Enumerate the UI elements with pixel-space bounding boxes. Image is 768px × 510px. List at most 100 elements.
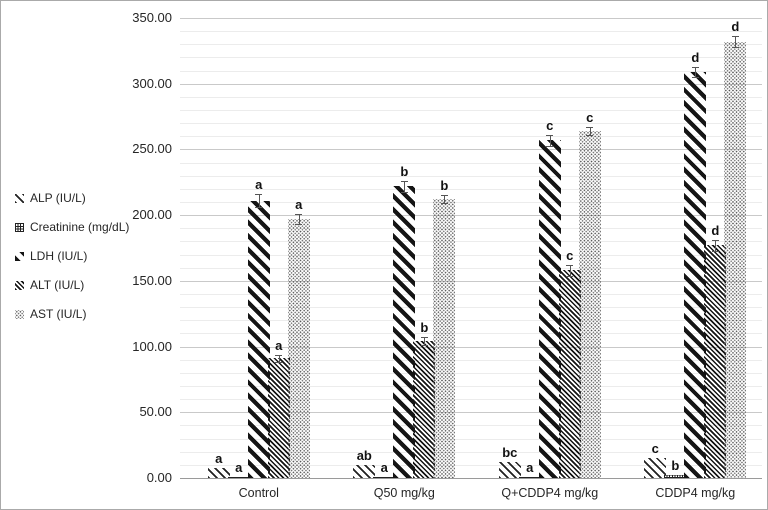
error-bar: [298, 213, 300, 225]
y-axis-tick-label: 100.00: [132, 338, 172, 354]
error-bar-cap: [566, 265, 574, 267]
legend-swatch-alt-icon: [15, 280, 24, 290]
bar-creatinine-2: [518, 476, 541, 478]
legend-item-label: Creatinine (mg/dL): [30, 220, 130, 234]
legend-item-label: ALT (IU/L): [30, 278, 85, 292]
sig-label: a: [275, 337, 283, 353]
bar-ldh-0: [247, 200, 270, 478]
error-bar-cap: [440, 203, 448, 205]
bar-alp-0: [207, 467, 230, 478]
x-axis-category-label: Control: [238, 486, 279, 500]
bar-ldh-3: [684, 71, 707, 478]
sig-label: b: [440, 178, 449, 194]
major-gridline: [180, 149, 762, 151]
y-axis-tick-label: 50.00: [139, 404, 172, 420]
sig-label: a: [526, 459, 534, 475]
sig-label: c: [651, 441, 659, 457]
error-bar: [735, 36, 737, 47]
error-bar-cap: [295, 224, 303, 226]
error-bar-cap: [275, 362, 283, 364]
minor-gridline: [180, 110, 762, 111]
minor-gridline: [180, 31, 762, 33]
legend-swatch-ldh-icon: [15, 251, 24, 261]
major-gridline: [180, 18, 762, 19]
legend-swatch-ast-icon: [15, 309, 24, 319]
sig-label: d: [711, 223, 720, 239]
minor-gridline: [180, 123, 762, 125]
sig-label: a: [235, 459, 243, 475]
legend-item-label: AST (IU/L): [30, 307, 87, 321]
sig-label: c: [546, 118, 554, 133]
error-bar-cap: [731, 36, 739, 38]
y-axis-tick-label: 0.00: [146, 470, 172, 485]
minor-gridline: [180, 70, 762, 72]
minor-gridline: [180, 96, 762, 98]
y-axis-tick-label: 250.00: [132, 141, 172, 157]
legend-swatch-creatinine-icon: [15, 222, 24, 232]
bar-ast-2: [578, 131, 601, 478]
sig-label: a: [215, 450, 223, 466]
bar-ldh-1: [393, 186, 416, 478]
minor-gridline: [180, 136, 762, 138]
legend-item-label: ALP (IU/L): [30, 191, 86, 205]
sig-label: a: [255, 177, 263, 193]
bar-alp-3: [644, 458, 667, 478]
x-axis-category-label: Q+CDDP4 mg/kg: [501, 486, 599, 500]
error-bar-cap: [400, 191, 408, 193]
bar-ast-1: [433, 199, 456, 478]
error-bar-cap: [440, 195, 448, 197]
bar-ast-0: [287, 219, 310, 478]
bar-creatinine-3: [664, 475, 687, 478]
error-bar: [715, 240, 717, 251]
sig-label: b: [671, 458, 680, 474]
bar-alp-1: [353, 464, 376, 478]
bar-alt-0: [267, 358, 290, 478]
error-bar: [258, 194, 260, 208]
bar-ldh-2: [538, 140, 561, 478]
bar-creatinine-0: [227, 476, 250, 478]
sig-label: c: [586, 110, 594, 126]
bar-alt-3: [704, 245, 727, 478]
legend-item-label: LDH (IU/L): [30, 249, 88, 263]
error-bar: [278, 354, 280, 363]
sig-label: a: [295, 196, 303, 212]
error-bar: [424, 337, 426, 346]
sig-label: bc: [502, 445, 518, 461]
legend-item: ALT (IU/L): [15, 278, 84, 292]
error-bar-cap: [275, 354, 283, 356]
y-axis-tick-label: 200.00: [132, 207, 172, 223]
error-bar-cap: [546, 135, 554, 136]
error-bar: [569, 265, 571, 276]
error-bar-cap: [420, 345, 428, 347]
error-bar-cap: [711, 240, 719, 242]
legend-item: ALP (IU/L): [15, 191, 86, 205]
minor-gridline: [180, 162, 762, 164]
error-bar-cap: [731, 46, 739, 48]
error-bar-cap: [586, 135, 594, 136]
error-bar-cap: [711, 250, 719, 252]
y-axis-tick-label: 350.00: [132, 10, 172, 25]
minor-gridline: [180, 57, 762, 59]
sig-label: b: [400, 164, 409, 179]
error-bar: [549, 135, 551, 146]
bar-alp-2: [498, 462, 521, 478]
error-bar: [589, 127, 591, 135]
error-bar-cap: [400, 181, 408, 182]
error-bar-cap: [420, 337, 428, 339]
error-bar: [444, 195, 446, 204]
sig-label: d: [731, 19, 740, 35]
error-bar: [404, 181, 406, 192]
major-gridline: [180, 83, 762, 85]
sig-label: b: [420, 320, 429, 336]
error-bar-cap: [691, 77, 699, 79]
y-axis-tick-label: 300.00: [132, 75, 172, 91]
bar-alt-2: [558, 270, 581, 478]
x-axis-category-label: CDDP4 mg/kg: [655, 486, 736, 500]
sig-label: d: [691, 49, 700, 65]
error-bar-cap: [255, 207, 263, 209]
error-bar-cap: [546, 145, 554, 147]
x-axis-line: [180, 478, 762, 479]
error-bar-cap: [255, 194, 263, 196]
error-bar-cap: [691, 66, 699, 68]
